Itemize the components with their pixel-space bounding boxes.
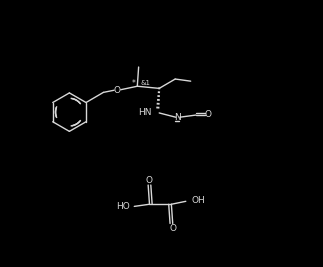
- Text: O: O: [114, 86, 121, 95]
- Text: OH: OH: [192, 196, 206, 205]
- Text: &1: &1: [141, 80, 151, 86]
- Text: *: *: [131, 78, 135, 88]
- Text: HO: HO: [116, 202, 130, 211]
- Text: HN: HN: [139, 108, 152, 117]
- Text: O: O: [205, 109, 212, 119]
- Text: O: O: [169, 224, 176, 233]
- Text: N: N: [174, 113, 181, 122]
- Text: O: O: [146, 176, 153, 185]
